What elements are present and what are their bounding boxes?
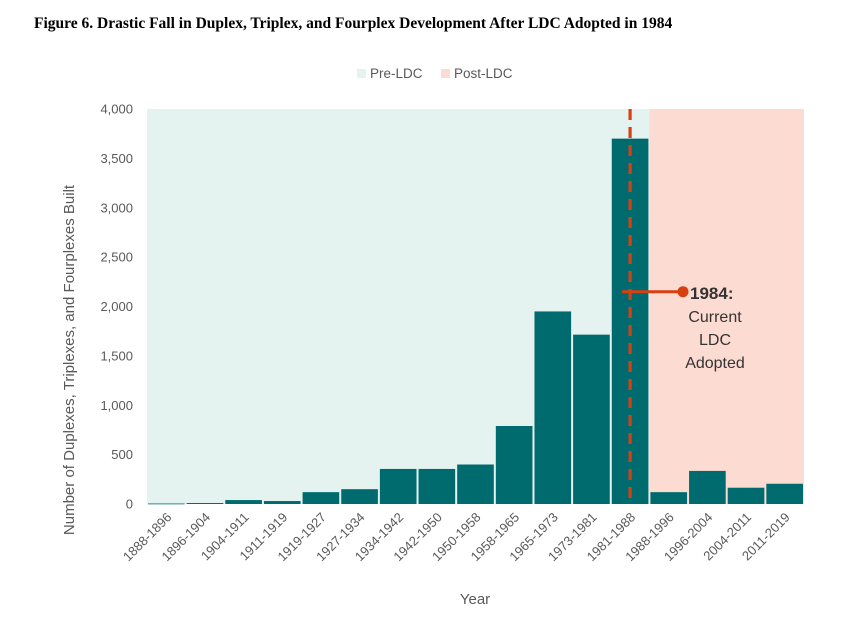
y-tick-label: 2,500 <box>100 250 133 265</box>
legend-swatch-pre-ldc <box>357 69 366 78</box>
bar-1919-1927 <box>302 492 340 504</box>
bar-2004-2011 <box>727 487 765 504</box>
bar-1958-1965 <box>495 425 533 504</box>
annotation-dot <box>677 286 689 298</box>
figure-title: Figure 6. Drastic Fall in Duplex, Triple… <box>34 15 673 32</box>
bar-1911-1919 <box>263 501 301 504</box>
y-tick-label: 3,000 <box>100 200 133 215</box>
legend-swatch-post-ldc <box>441 69 450 78</box>
annotation-year: 1984: <box>690 284 733 303</box>
x-axis-title: Year <box>460 591 490 608</box>
y-axis-title: Number of Duplexes, Triplexes, and Fourp… <box>61 184 78 535</box>
bar-1927-1934 <box>341 489 378 504</box>
bar-1988-1996 <box>650 492 688 504</box>
bar-1981-1988 <box>611 138 649 504</box>
bar-1942-1950 <box>418 468 456 504</box>
y-tick-label: 3,500 <box>100 151 133 166</box>
bar-1904-1911 <box>225 500 262 504</box>
legend: Pre-LDC Post-LDC <box>357 66 513 81</box>
bar-1973-1981 <box>573 334 610 504</box>
bar-1950-1958 <box>457 464 494 504</box>
y-tick-label: 0 <box>126 497 133 512</box>
annotation-line-3: Adopted <box>685 355 745 372</box>
bar-1965-1973 <box>534 311 572 504</box>
y-tick-label: 1,000 <box>100 398 133 413</box>
bar-2011-2019 <box>766 483 803 504</box>
bar-1934-1942 <box>379 468 417 504</box>
legend-label-pre-ldc: Pre-LDC <box>370 66 423 81</box>
bar-1888-1896 <box>148 503 185 505</box>
bar-1996-2004 <box>689 470 726 504</box>
y-tick-label: 1,500 <box>100 348 133 363</box>
y-tick-label: 4,000 <box>100 102 133 117</box>
y-tick-label: 500 <box>111 447 133 462</box>
legend-label-post-ldc: Post-LDC <box>454 66 513 81</box>
annotation-line-1: Current <box>688 309 742 326</box>
bar-1896-1904 <box>186 503 224 504</box>
post-ldc-region <box>649 109 804 504</box>
annotation-line-2: LDC <box>699 332 731 349</box>
y-tick-label: 2,000 <box>100 299 133 314</box>
